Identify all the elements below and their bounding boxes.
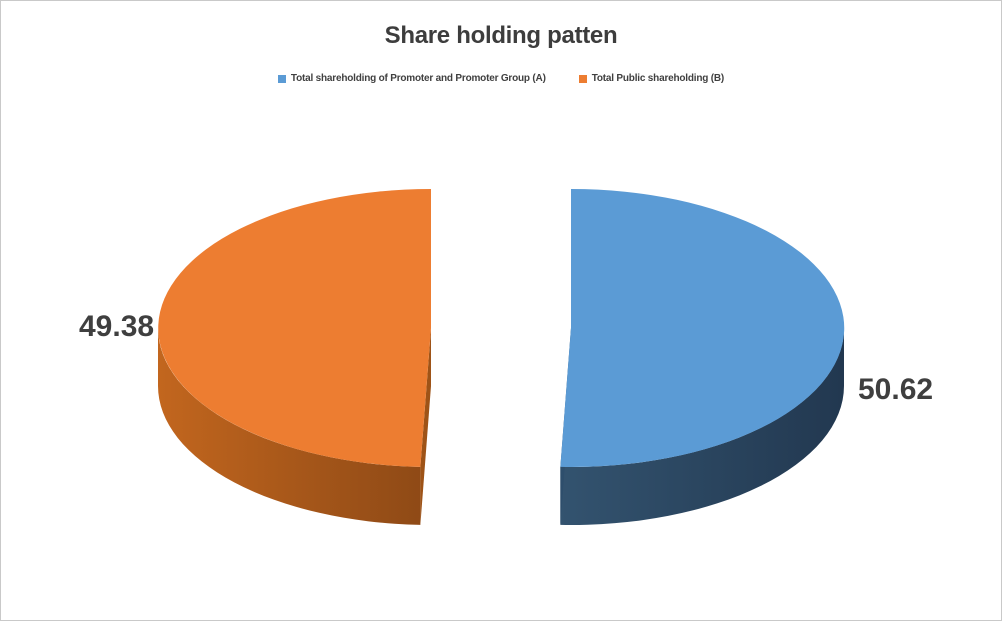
data-label-public: 49.38 <box>79 310 155 343</box>
pie-slice-side-0 <box>560 328 844 525</box>
legend-swatch <box>277 74 286 83</box>
legend-label-promoter: Total shareholding of Promoter and Promo… <box>290 73 546 84</box>
data-label-promoter: 50.62 <box>858 373 934 406</box>
legend: Total shareholding of Promoter and Promo… <box>1 73 1001 84</box>
pie-slice-side-1 <box>158 328 421 525</box>
legend-swatch <box>578 74 587 83</box>
pie-slice-top-1 <box>158 189 432 467</box>
legend-item-promoter: Total shareholding of Promoter and Promo… <box>277 73 546 84</box>
pie-slice-top-0 <box>560 188 845 467</box>
legend-item-public: Total Public shareholding (B) <box>578 73 725 84</box>
pie-slice-cut-1 <box>420 328 431 525</box>
chart-title: Share holding patten <box>384 22 618 49</box>
legend-label-public: Total Public shareholding (B) <box>591 73 725 84</box>
